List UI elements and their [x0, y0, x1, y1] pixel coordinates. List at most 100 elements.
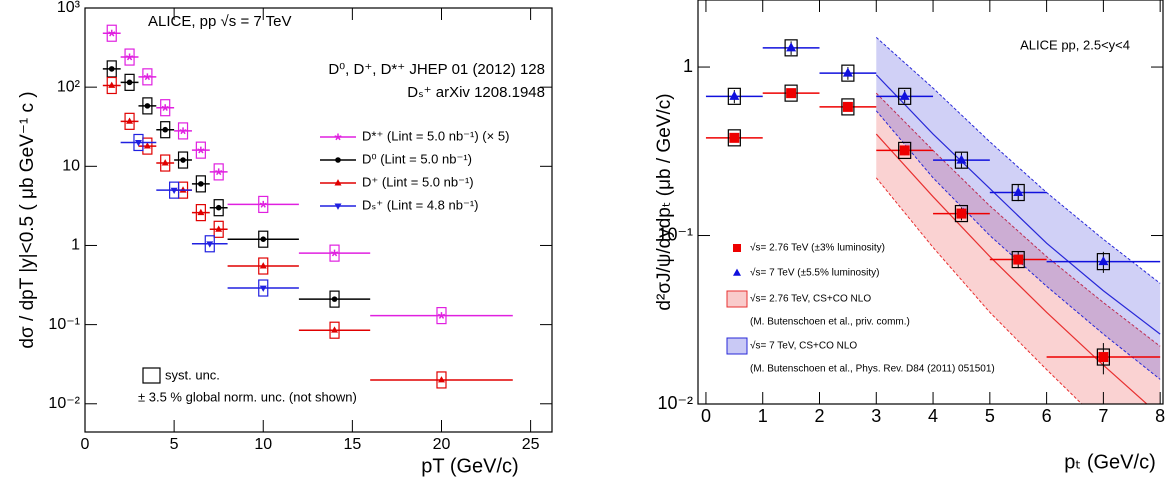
syst-box: [329, 321, 340, 339]
marker: [334, 179, 342, 186]
x-tick-label: 6: [1042, 406, 1052, 426]
marker: [437, 376, 445, 383]
y-axis-label: d²σJ/ψ/dydpₜ (μb / GeV/c): [654, 93, 675, 310]
syst-box: [1011, 250, 1025, 269]
x-tick-label: 5: [170, 436, 179, 453]
y-tick-label: 10⁻¹: [48, 316, 80, 333]
marker: [331, 296, 338, 302]
marker: [126, 79, 133, 86]
y-tick-label: 10⁻²: [657, 393, 693, 413]
annotation: syst. unc.: [165, 367, 220, 382]
marker: [126, 117, 134, 124]
annotation: D⁰, D⁺, D*⁺ JHEP 01 (2012) 128: [328, 61, 545, 78]
syst-box: [195, 141, 206, 159]
syst-box: [124, 112, 135, 130]
syst-box: [784, 39, 798, 57]
nlo-band: [876, 93, 1161, 404]
legend-label: √s= 7 TeV, CS+CO NLO: [750, 340, 857, 352]
marker: [143, 142, 151, 149]
marker: [334, 203, 342, 210]
marker: [330, 249, 339, 257]
x-tick-label: 5: [985, 406, 995, 426]
marker: [215, 168, 223, 176]
marker: [786, 42, 797, 52]
syst-box: [106, 76, 117, 95]
band-center: [875, 74, 1161, 335]
band-edge: [875, 37, 1161, 284]
y-tick-label: 10²: [57, 78, 81, 95]
marker: [215, 204, 222, 211]
syst-box: [195, 204, 206, 222]
marker: [215, 225, 223, 232]
legend-band: [726, 337, 748, 355]
marker: [108, 81, 116, 88]
marker: [198, 181, 204, 187]
syst-box: [177, 151, 189, 169]
annotation: Dₛ⁺ arXiv 1208.1948: [407, 84, 545, 101]
syst-box: [954, 204, 969, 223]
marker: [733, 244, 741, 252]
marker: [335, 157, 341, 163]
syst-box: [160, 99, 171, 117]
y-tick-label: 10³: [57, 0, 81, 16]
marker: [134, 140, 142, 147]
legend-label: √s= 2.76 TeV (±3% luminosity): [750, 242, 885, 254]
marker: [1013, 187, 1024, 197]
plot-area: [102, 24, 513, 389]
syst-box: [195, 175, 206, 193]
marker: [899, 90, 910, 100]
marker: [842, 101, 853, 112]
marker: [1098, 352, 1109, 363]
marker: [260, 236, 267, 242]
plot-frame: [697, 0, 1164, 405]
syst-box: [954, 151, 969, 169]
y-tick-label: 1: [71, 237, 80, 254]
y-tick-label: 10: [62, 158, 80, 175]
syst-box: [106, 24, 117, 42]
marker: [733, 268, 741, 276]
x-tick-label: 15: [343, 436, 361, 453]
legend-band: [726, 290, 748, 308]
marker: [259, 200, 267, 208]
marker: [334, 133, 342, 141]
marker: [161, 159, 169, 166]
marker: [206, 241, 214, 248]
x-tick-label: 4: [928, 406, 938, 426]
syst-box: [124, 48, 135, 66]
marker: [899, 145, 910, 156]
x-tick-label: 0: [81, 436, 90, 453]
legend-note: (M. Butenschoen et al., Phys. Rev. D84 (…: [750, 364, 995, 375]
syst-legend-box: [142, 367, 161, 384]
syst-box: [133, 133, 144, 152]
syst-box: [258, 257, 269, 275]
marker: [126, 53, 134, 61]
x-tick-label: 8: [1155, 406, 1165, 426]
marker: [437, 312, 446, 319]
marker: [842, 67, 853, 77]
syst-box: [169, 181, 180, 199]
syst-box: [258, 279, 269, 297]
marker: [729, 90, 740, 100]
syst-box: [436, 371, 447, 389]
nlo-band: [876, 37, 1161, 380]
marker: [331, 326, 339, 333]
annotation: ALICE pp, 2.5<y<4: [1020, 37, 1130, 52]
y-tick-label: 10⁻¹: [657, 224, 693, 244]
marker: [259, 262, 267, 269]
syst-box: [177, 122, 189, 140]
marker: [162, 126, 169, 133]
legend-label: √s= 7 TeV (±5.5% luminosity): [750, 267, 879, 279]
marker: [956, 208, 967, 219]
marker: [729, 132, 740, 143]
marker: [108, 66, 115, 72]
syst-box: [124, 73, 135, 91]
marker: [170, 187, 178, 194]
syst-box: [258, 195, 269, 214]
annotation: ± 3.5 % global norm. unc. (not shown): [138, 389, 357, 404]
syst-box: [329, 244, 340, 262]
marker: [786, 88, 797, 99]
syst-box: [160, 154, 171, 172]
y-tick-label: 10⁻²: [48, 395, 80, 412]
x-tick-label: 2: [814, 406, 824, 426]
x-tick-label: 3: [871, 406, 881, 426]
